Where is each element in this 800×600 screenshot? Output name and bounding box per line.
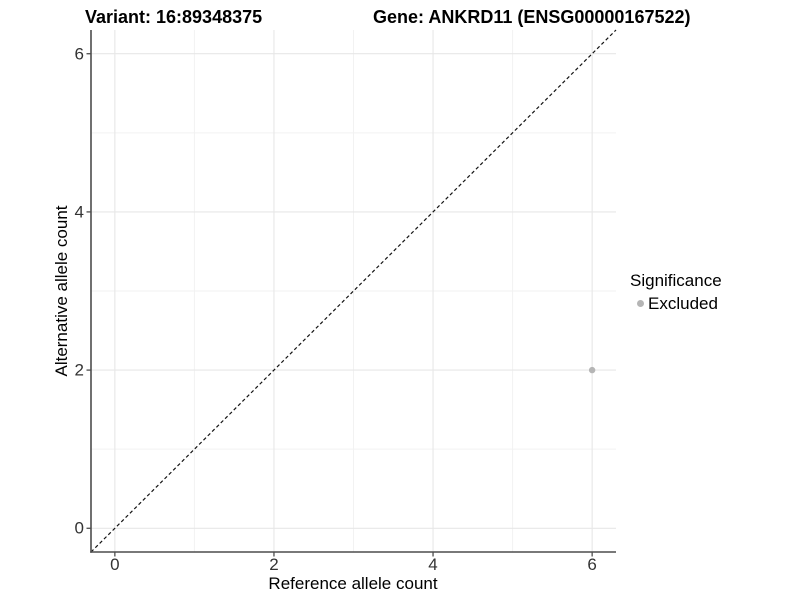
y-tick-label: 4 xyxy=(74,202,84,222)
legend-point-icon xyxy=(637,300,644,307)
plot-title-gene: Gene: ANKRD11 (ENSG00000167522) xyxy=(373,7,691,27)
plot-title-variant: Variant: 16:89348375 xyxy=(85,7,263,27)
x-tick-label: 2 xyxy=(269,555,279,574)
y-tick-label: 6 xyxy=(74,44,84,64)
x-tick-label: 0 xyxy=(110,555,120,574)
y-tick-label: 0 xyxy=(74,518,84,538)
x-axis-title: Reference allele count xyxy=(268,574,438,593)
legend-item-excluded: Excluded xyxy=(630,293,722,314)
legend-title: Significance xyxy=(630,271,722,290)
legend: Significance Excluded xyxy=(630,270,722,314)
y-tick-label: 2 xyxy=(74,360,84,380)
identity-reference-line xyxy=(90,29,617,553)
x-tick-label: 6 xyxy=(587,555,597,574)
y-axis-title: Alternative allele count xyxy=(52,205,71,377)
data-point xyxy=(588,366,596,374)
legend-item-label: Excluded xyxy=(648,294,718,313)
x-tick-label: 4 xyxy=(428,555,438,574)
